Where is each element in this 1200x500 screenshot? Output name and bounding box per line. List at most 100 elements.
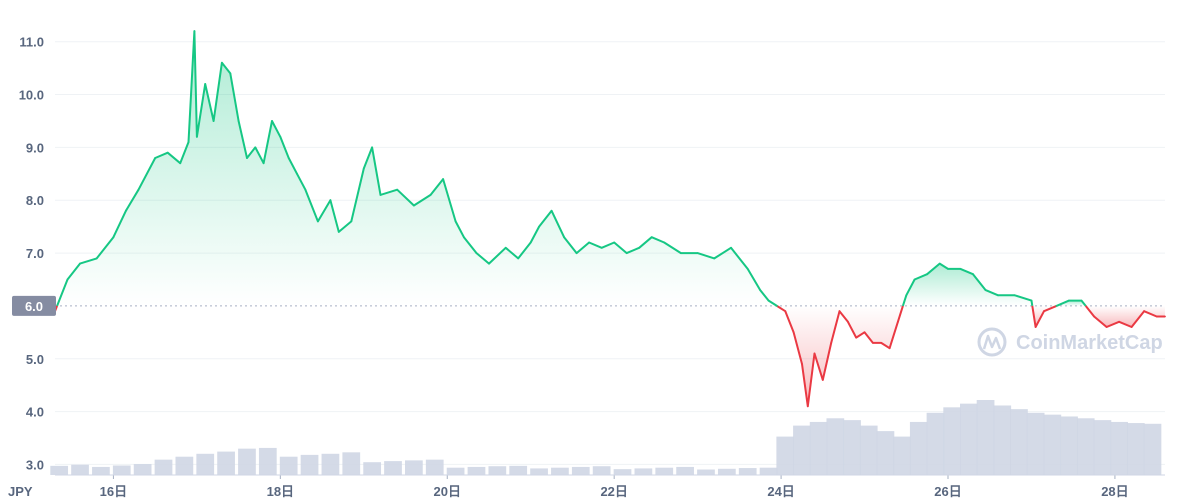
price-point	[538, 225, 540, 228]
volume-bar	[467, 466, 486, 475]
price-point	[1118, 320, 1120, 323]
price-point	[296, 172, 298, 175]
price-point	[855, 336, 858, 339]
price-point	[863, 331, 866, 334]
price-point	[262, 162, 265, 165]
price-point	[575, 252, 578, 255]
price-line	[54, 30, 1166, 408]
volume-bar	[50, 465, 69, 475]
price-point	[154, 157, 157, 159]
price-area-up	[1056, 300, 1086, 306]
price-area-down	[776, 305, 903, 407]
volume-bar	[697, 469, 715, 475]
price-point	[454, 220, 457, 223]
price-point	[959, 268, 962, 270]
volume-bar	[993, 405, 1012, 475]
volume-bar	[363, 462, 382, 475]
price-point	[287, 157, 290, 159]
price-point	[897, 320, 899, 323]
price-point	[1013, 294, 1016, 297]
volume-bar	[717, 468, 736, 475]
price-point	[475, 252, 478, 255]
volume-bar	[943, 407, 962, 475]
price-point	[806, 405, 809, 408]
currency-label: JPY	[8, 484, 33, 499]
volume-bar	[1126, 423, 1145, 475]
price-point	[1093, 315, 1095, 318]
price-point	[79, 262, 81, 265]
x-tick-label: 18日	[267, 484, 294, 499]
volume-bar	[1143, 423, 1162, 475]
volume-bar	[321, 453, 340, 475]
price-point	[872, 342, 874, 344]
current-value-badge	[12, 295, 56, 316]
volume-bar	[92, 466, 110, 475]
price-point	[1080, 299, 1083, 302]
volume-bar	[1060, 416, 1078, 475]
volume-bar	[279, 456, 298, 475]
price-point	[237, 120, 240, 122]
price-point	[362, 167, 365, 170]
coinmarketcap-logo-icon	[977, 327, 1007, 357]
price-point	[947, 268, 949, 270]
price-point	[204, 83, 207, 85]
price-point	[66, 278, 69, 281]
volume-bar	[300, 454, 319, 475]
volume-bar	[425, 459, 444, 475]
price-point	[801, 363, 803, 365]
volume-bar	[676, 466, 694, 475]
volume-bar	[1093, 420, 1112, 475]
price-point	[125, 209, 127, 212]
volume-bar	[1110, 421, 1128, 475]
price-point	[442, 178, 444, 181]
price-point	[550, 209, 553, 212]
price-point	[913, 278, 916, 281]
watermark-text: CoinMarketCap	[1016, 332, 1163, 354]
y-tick-label: 10.0	[19, 88, 44, 103]
volume-bar	[1043, 414, 1062, 475]
price-point	[830, 342, 833, 344]
price-point	[588, 241, 590, 244]
price-point	[972, 273, 974, 276]
price-point	[246, 157, 248, 159]
price-point	[187, 141, 190, 144]
price-point	[650, 236, 653, 239]
price-point	[229, 72, 232, 75]
price-point	[271, 120, 273, 122]
volume-bar	[551, 467, 569, 475]
price-point	[730, 246, 732, 249]
price-point	[767, 299, 770, 302]
volume-bars	[50, 400, 1162, 475]
volume-bar	[738, 468, 757, 475]
price-point	[1130, 326, 1133, 328]
price-point	[1143, 310, 1145, 313]
price-point	[821, 379, 824, 381]
price-point	[746, 268, 749, 270]
volume-bar	[613, 469, 632, 475]
volume-bar	[893, 436, 911, 475]
volume-bar	[217, 451, 235, 475]
price-point	[680, 252, 682, 255]
y-tick-label: 3.0	[26, 457, 44, 472]
volume-bar	[238, 448, 256, 475]
volume-bar	[634, 468, 653, 475]
price-point	[888, 347, 891, 350]
price-point	[905, 294, 908, 297]
x-tick-label: 24日	[767, 484, 794, 499]
volume-bar	[133, 464, 152, 475]
price-point	[212, 120, 215, 122]
price-point	[463, 236, 465, 239]
price-point	[1068, 299, 1070, 302]
x-tick-label: 20日	[434, 484, 461, 499]
volume-bar	[154, 459, 173, 475]
x-tick-label: 22日	[600, 484, 627, 499]
price-point	[166, 151, 169, 154]
x-tick-label: 16日	[100, 484, 127, 499]
volume-bar	[384, 461, 402, 475]
volume-bar	[530, 468, 548, 475]
price-point	[304, 188, 307, 191]
price-point	[95, 257, 98, 260]
price-point	[1155, 315, 1158, 318]
price-point	[221, 61, 223, 64]
price-point	[329, 199, 332, 202]
